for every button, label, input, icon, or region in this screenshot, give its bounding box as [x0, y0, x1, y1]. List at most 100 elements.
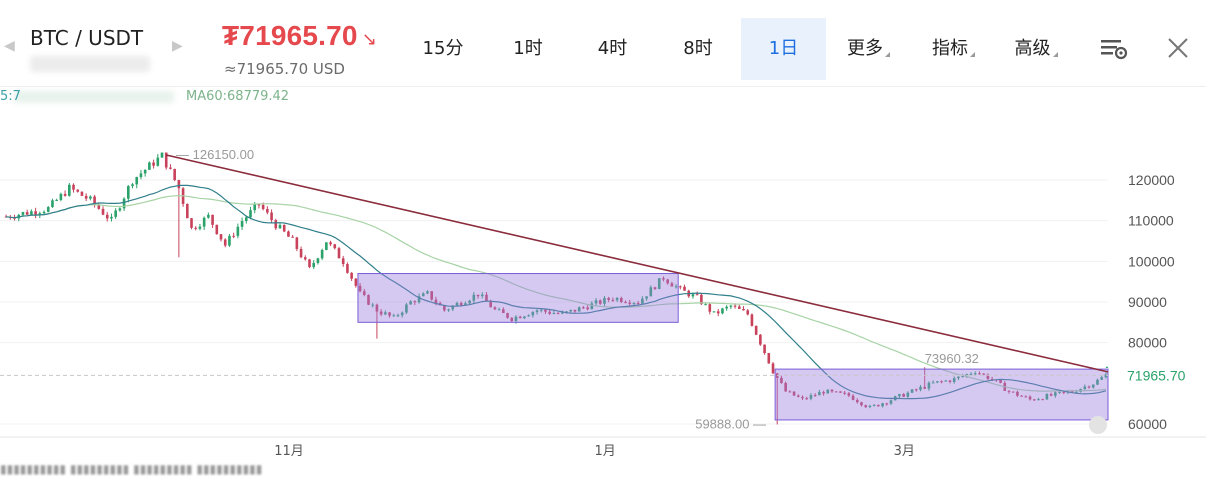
candle-body — [320, 250, 324, 259]
candle-body — [118, 208, 122, 211]
candle-body — [767, 353, 771, 364]
candle-body — [139, 173, 143, 178]
candle-body — [986, 374, 990, 379]
candle-body — [236, 226, 240, 236]
candle-body — [160, 152, 164, 158]
candle-body — [447, 309, 450, 311]
candle-body — [961, 375, 964, 377]
candle-body — [1007, 390, 1011, 392]
trend-down-icon: ↘ — [361, 29, 377, 49]
candle-body — [1016, 391, 1019, 396]
tab-label: 指标 — [932, 38, 968, 59]
chevron-left-icon[interactable]: ◀ — [4, 38, 15, 54]
candle-body — [927, 382, 931, 389]
candle-body — [430, 291, 434, 300]
descending-trendline — [166, 154, 1109, 373]
candle-body — [818, 392, 821, 396]
candle-body — [350, 272, 353, 279]
macd-legend-blurred: ▮▮▮▮▮▮▮▮▮▮ ▮▮▮▮▮▮▮▮▮ ▮▮▮▮▮▮▮▮▮ ▮▮▮▮▮▮▮▮▮… — [0, 462, 263, 476]
ma-legend-blurred — [14, 91, 174, 103]
pair-title[interactable]: BTC / USDT — [30, 26, 144, 50]
candle-body — [864, 405, 868, 408]
candle-body — [215, 224, 219, 235]
candle-body — [266, 209, 269, 213]
candle-body — [303, 257, 307, 260]
candle-body — [126, 186, 130, 199]
candle-body — [510, 317, 514, 322]
candle-body — [110, 216, 113, 219]
candle-body — [948, 380, 952, 382]
tab-timeframe-4[interactable]: 1日 — [741, 18, 826, 80]
candle-body — [164, 152, 168, 168]
last-price: ₮71965.70 ↘ — [222, 20, 377, 51]
high-annotation-label: — 126150.00 — [176, 147, 254, 162]
candle-body — [375, 304, 379, 312]
close-icon[interactable] — [1166, 36, 1190, 64]
candle-body — [615, 298, 619, 301]
candle-body — [725, 306, 728, 309]
tab-timeframe-2[interactable]: 4时 — [570, 18, 655, 80]
candle-body — [354, 278, 358, 286]
candle-body — [594, 300, 598, 304]
candle-body — [632, 302, 636, 304]
candle-body — [1020, 395, 1023, 397]
tab-timeframe-1[interactable]: 1时 — [486, 18, 570, 80]
candle-body — [923, 386, 927, 389]
candle-body — [641, 298, 644, 304]
tab-timeframe-3[interactable]: 8时 — [655, 18, 741, 80]
candle-body — [695, 294, 699, 296]
candle-body — [607, 297, 610, 300]
candle-body — [485, 294, 488, 302]
candlestick-chart[interactable]: 120000 110000 100000 90000 80000 60000 11月 1月 3月… — [0, 86, 1206, 481]
candle-body — [333, 244, 337, 249]
candle-body — [801, 396, 804, 399]
candle-body — [308, 259, 311, 268]
x-tick-label: 3月 — [894, 444, 915, 459]
chevron-right-icon[interactable]: ▶ — [172, 38, 183, 54]
candle-body — [1054, 392, 1057, 396]
tab-timeframe-0[interactable]: 15分 — [400, 18, 486, 80]
candle-body — [944, 380, 948, 382]
candle-body — [388, 312, 391, 316]
candle-body — [282, 224, 286, 232]
candle-body — [628, 302, 632, 304]
tab-label: 8时 — [683, 38, 713, 59]
candle-body — [1058, 391, 1061, 393]
candle-body — [476, 294, 480, 297]
candle-body — [691, 294, 695, 297]
candle-body — [931, 382, 935, 384]
chart-settings-icon[interactable] — [1099, 36, 1129, 64]
pair-subtitle-blurred — [30, 56, 150, 72]
candle-body — [232, 235, 235, 237]
candle-body — [506, 313, 509, 318]
candle-body — [906, 392, 910, 397]
candle-body — [834, 391, 838, 393]
tab-5[interactable]: 更多 — [826, 18, 911, 80]
tab-label: 15分 — [422, 38, 464, 59]
candle-body — [464, 303, 467, 306]
candle-body — [42, 211, 46, 214]
candle-body — [889, 400, 893, 404]
candle-body — [881, 403, 884, 407]
candle-body — [362, 291, 366, 295]
candle-body — [527, 315, 530, 317]
candle-body — [185, 203, 189, 219]
candle-body — [1100, 377, 1103, 380]
candle-body — [489, 301, 492, 308]
candle-body — [207, 214, 210, 218]
candle-body — [1087, 386, 1091, 388]
candle-body — [809, 395, 813, 399]
candle-body — [190, 218, 193, 228]
tab-6[interactable]: 指标 — [911, 18, 996, 80]
ma-legend-left: 5:7 — [0, 89, 21, 104]
tab-7[interactable]: 高级 — [996, 18, 1076, 80]
candle-body — [367, 294, 370, 305]
candle-body — [919, 386, 922, 390]
candle-body — [645, 296, 648, 299]
candle-body — [135, 177, 139, 185]
candle-body — [796, 395, 800, 397]
candle-body — [1028, 396, 1032, 400]
candle-body — [556, 313, 560, 315]
candle-body — [451, 305, 455, 310]
dropdown-caret-icon — [885, 52, 890, 57]
